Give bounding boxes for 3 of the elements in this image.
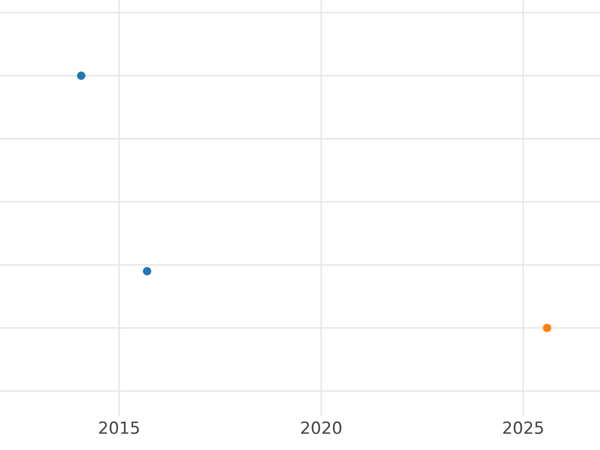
x-tick-label: 2015 — [99, 421, 139, 434]
x-tick-label: 2020 — [301, 421, 342, 434]
x-tick-label: 2025 — [503, 421, 543, 434]
